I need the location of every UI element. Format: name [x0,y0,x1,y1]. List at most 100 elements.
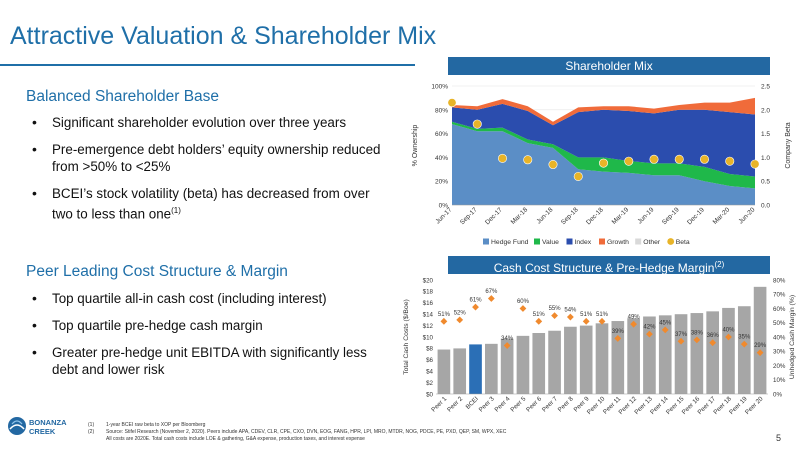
margin-point [551,312,558,320]
margin-data-label: 45% [659,320,672,326]
margin-point [487,295,495,302]
cost-bar [579,325,593,394]
footnote: All costs are 2020E. Total cash costs in… [106,436,365,442]
cost-bar [753,286,767,394]
x-tick-label: Peer 20 [744,395,765,416]
margin-point [598,317,606,325]
y-tick-label: $0 [426,391,433,398]
beta-point [447,98,457,108]
x-tick-label: Sep-19 [661,206,681,226]
margin-data-label: 29% [754,343,767,349]
section-heading-cost-structure: Peer Leading Cost Structure & Margin [26,263,288,280]
shareholder-mix-chart: 0% 20% 40% 60% 80% 100% 0.0 0.5 1.0 1.5 2.0 2.5 Jun-… [412,84,792,247]
margin-data-label: 51% [533,312,546,318]
legend-label: Hedge Fund [491,239,529,246]
x-tick-label: Sep-18 [560,206,580,226]
y-tick-label: 0% [439,203,449,210]
x-tick-label: Jun-20 [737,206,756,225]
margin-data-label: 39% [612,329,625,335]
x-tick-label: Peer 7 [541,395,559,413]
logo-wordmark: CREEK [29,427,56,436]
cost-bar [516,335,530,394]
margin-data-label: 52% [454,310,467,316]
y-tick-label: $20 [423,277,434,284]
margin-data-label: 37% [675,332,688,338]
page-title: Attractive Valuation & Shareholder Mix [10,22,437,50]
x-tick-label: Sep-17 [459,206,479,226]
x-tick-label: Peer 4 [493,395,511,413]
margin-point [725,333,732,341]
x-tick-label: Peer 3 [478,395,496,413]
bullet-item: Top quartile all-in cash cost (including… [30,290,390,307]
x-tick-label: Mar-19 [611,206,631,226]
legend-swatch [483,238,489,245]
x-tick-label: Dec-17 [484,206,504,226]
legend-label: Beta [676,239,690,246]
y-tick-label: 20% [435,179,448,186]
legend-swatch [599,238,605,245]
cost-bar [437,349,451,394]
y-tick-label: $6 [426,357,433,364]
cost-bar [485,343,498,394]
cost-bar [453,348,467,394]
margin-point [456,316,464,324]
y-tick-label: $14 [423,312,434,319]
y2-tick-label: 0% [773,391,782,398]
x-tick-label: Mar-20 [712,206,732,226]
bullet-item: Significant shareholder evolution over t… [30,114,390,131]
y-tick-label: $2 [426,380,433,387]
bullet-item: Pre-emergence debt holders’ equity owner… [30,141,390,175]
y2-tick-label: 0.0 [761,203,770,210]
y2-tick-label: 20% [773,363,786,370]
margin-point [503,342,511,349]
legend-label: Value [542,239,559,246]
shareholder-bullets: Significant shareholder evolution over t… [30,114,390,232]
legend-label: Growth [607,239,629,246]
y-axis-title: % Ownership [412,125,419,167]
cost-bar [674,314,688,394]
beta-point [472,119,482,129]
x-tick-label: Dec-19 [686,206,706,226]
margin-point [693,336,701,344]
legend-swatch [635,238,642,245]
y-tick-label: $16 [423,300,434,307]
margin-data-label: 54% [564,308,577,314]
cost-bar [643,316,656,394]
cost-bar [627,318,640,394]
cash-cost-title: Cash Cost Structure & Pre-Hedge Margin(2… [448,256,770,275]
cost-bar [595,323,609,394]
bullet-item: Top quartile pre-hedge cash margin [30,317,390,334]
x-tick-label: Mar-18 [510,206,530,226]
margin-data-label: 51% [580,312,593,318]
x-tick-label: Jun-18 [535,206,554,225]
y2-tick-label: 50% [773,320,786,327]
y2-tick-label: 60% [773,306,786,313]
legend-swatch [566,238,573,245]
footnote: (1) 1-year BCEI raw beta to XOP per Bloom… [88,422,206,428]
cash-cost-chart: $0 $2 $4 $6 $8 $10 $12 $14 $16 $18 $20 0% 10% 20% 30% 4… [403,277,796,416]
cost-bar [690,313,704,394]
y2-tick-label: 2.0 [761,107,770,114]
y-tick-label: 80% [435,107,448,114]
margin-data-label: 35% [738,335,751,341]
margin-point [646,330,653,338]
cost-bar [737,306,751,394]
bonanza-creek-logo: BONANZA CREEK [8,417,67,436]
page-number: 5 [776,433,782,443]
y2-tick-label: 30% [773,349,786,356]
y-tick-label: 60% [435,131,448,138]
cost-bar [706,311,719,394]
section-heading-shareholder-base: Balanced Shareholder Base [26,88,220,105]
margin-data-label: 49% [628,315,641,321]
x-tick-label: Peer 5 [509,395,527,413]
cost-bar [500,338,514,394]
beta-point [725,156,735,166]
margin-data-label: 55% [549,306,562,312]
y-tick-label: $4 [426,369,433,376]
bullet-item: Greater pre-hedge unit EBITDA with signi… [30,344,390,378]
legend-swatch [534,238,540,245]
x-tick-label: Peer 6 [525,395,543,413]
margin-data-label: 60% [517,299,530,305]
y2-tick-label: 40% [773,334,786,341]
margin-point [566,313,574,321]
